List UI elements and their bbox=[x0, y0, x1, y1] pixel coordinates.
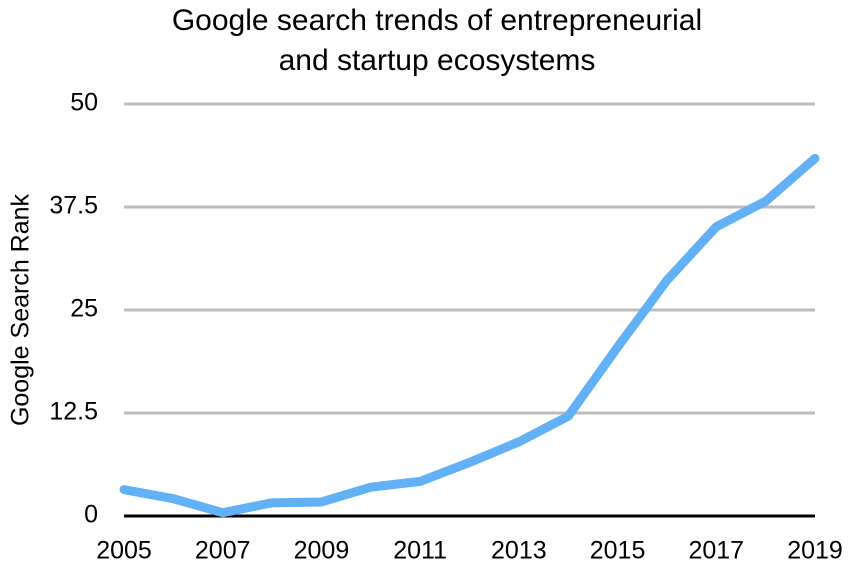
x-tick-label: 2015 bbox=[590, 537, 646, 565]
y-tick-label: 37.5 bbox=[49, 192, 98, 220]
x-tick-label: 2007 bbox=[195, 537, 251, 565]
x-tick-label: 2009 bbox=[294, 537, 350, 565]
x-tick-label: 2019 bbox=[787, 537, 843, 565]
chart-title: Google search trends of entrepreneurial bbox=[172, 4, 702, 37]
x-tick-label: 2013 bbox=[491, 537, 547, 565]
x-tick-label: 2011 bbox=[393, 537, 447, 565]
data-line bbox=[119, 153, 820, 518]
x-tick-label: 2005 bbox=[96, 537, 152, 565]
y-tick-label: 25 bbox=[70, 295, 98, 323]
chart-title: and startup ecosystems bbox=[279, 44, 596, 77]
y-tick-label: 50 bbox=[70, 89, 98, 117]
y-tick-label: 12.5 bbox=[49, 398, 98, 426]
y-axis-label: Google Search Rank bbox=[7, 193, 35, 426]
y-tick-label: 0 bbox=[84, 501, 98, 529]
x-tick-label: 2017 bbox=[688, 537, 744, 565]
